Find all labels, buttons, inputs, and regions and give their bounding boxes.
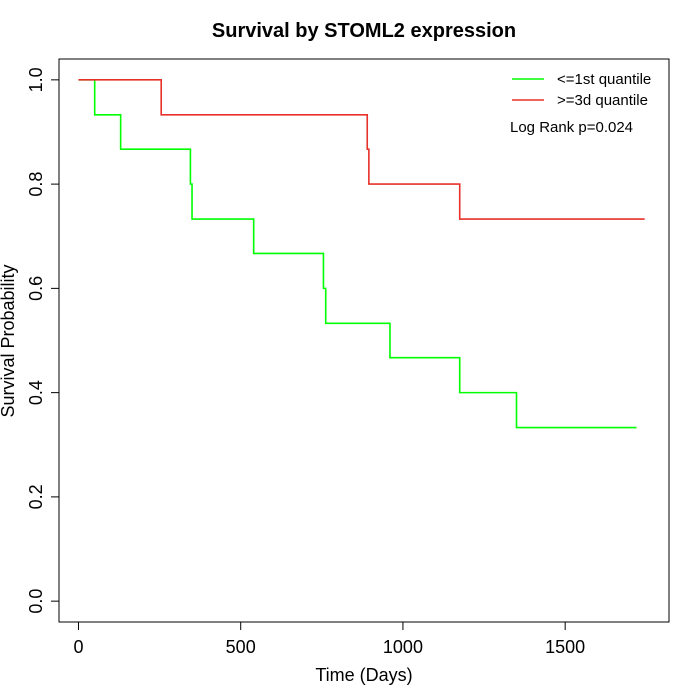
y-tick-label: 0.0 [26, 589, 46, 614]
y-tick-label: 1.0 [26, 67, 46, 92]
series-line-0 [78, 79, 637, 429]
y-tick-label: 0.8 [26, 172, 46, 197]
series-line-1 [78, 79, 645, 220]
y-axis-label: Survival Probability [0, 264, 18, 417]
x-tick-label: 1500 [545, 637, 585, 657]
y-tick-label: 0.6 [26, 276, 46, 301]
x-tick-label: 0 [73, 637, 83, 657]
y-axis: 0.0 0.2 0.4 0.6 0.8 1.0 [26, 67, 60, 614]
series-layer [78, 79, 645, 429]
legend-label-high: >=3d quantile [557, 92, 648, 109]
chart-title: Survival by STOML2 expression [212, 20, 516, 42]
x-tick-label: 1000 [383, 637, 423, 657]
y-tick-label: 0.4 [26, 380, 46, 405]
log-rank-annotation: Log Rank p=0.024 [510, 119, 633, 136]
y-tick-label: 0.2 [26, 484, 46, 509]
legend: <=1st quantile >=3d quantile Log Rank p=… [510, 71, 651, 136]
x-tick-label: 500 [226, 637, 256, 657]
x-axis-label: Time (Days) [315, 665, 412, 685]
x-axis: 0 500 1000 1500 [73, 621, 585, 657]
legend-label-low: <=1st quantile [557, 71, 651, 88]
